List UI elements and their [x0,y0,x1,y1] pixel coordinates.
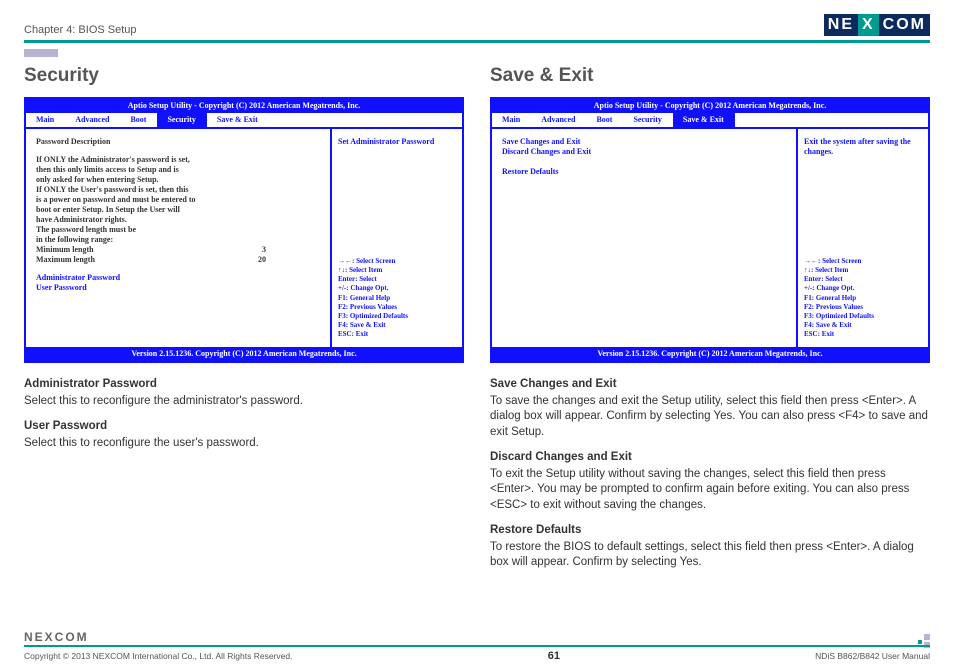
page-number: 61 [548,650,560,662]
desc-heading: Discard Changes and Exit [490,450,930,466]
section-title-save-exit: Save & Exit [490,65,930,87]
bios-window-save-exit: Aptio Setup Utility - Copyright (C) 2012… [490,97,930,363]
pd-line: only asked for when entering Setup. [36,175,320,185]
brand-logo: NEXCOM [824,14,930,36]
footer-copyright: Copyright © 2013 NEXCOM International Co… [24,651,292,661]
accent-bar [24,49,58,57]
desc-text: To restore the BIOS to default settings,… [490,540,930,571]
bios-footer: Version 2.15.1236. Copyright (C) 2012 Am… [26,347,462,361]
footer-manual: NDiS B862/B842 User Manual [815,651,930,661]
bios-help-pane: Exit the system after saving the changes… [798,129,928,347]
bios-key-hints: →←: Select Screen ↑↓: Select Item Enter:… [338,257,456,339]
desc-heading: Save Changes and Exit [490,377,930,393]
desc-heading: Administrator Password [24,377,464,393]
bios-main-pane: Save Changes and Exit Discard Changes an… [492,129,798,347]
pd-line: If ONLY the Administrator's password is … [36,155,320,165]
bios-tab-security[interactable]: Security [157,113,206,127]
bios-item-user-pw[interactable]: User Password [36,283,320,293]
desc-text: To save the changes and exit the Setup u… [490,394,930,441]
bios-help-text: Exit the system after saving the changes… [804,137,922,157]
bios-item-save-exit[interactable]: Save Changes and Exit [502,137,786,147]
bios-header: Aptio Setup Utility - Copyright (C) 2012… [26,99,462,113]
desc-heading: Restore Defaults [490,523,930,539]
pd-line: boot or enter Setup. In Setup the User w… [36,205,320,215]
max-len-val: 20 [258,255,266,265]
bios-tab-save-exit[interactable]: Save & Exit [207,113,269,127]
page-footer: Copyright © 2013 NEXCOM International Co… [24,645,930,662]
page-header: Chapter 4: BIOS Setup NEXCOM [24,14,930,43]
bios-tab-security[interactable]: Security [623,113,672,127]
bios-tab-boot[interactable]: Boot [586,113,623,127]
desc-heading: User Password [24,419,464,435]
security-column: Security Aptio Setup Utility - Copyright… [24,65,464,571]
bios-main-pane: Password Description If ONLY the Adminis… [26,129,332,347]
bios-tab-main[interactable]: Main [492,113,531,127]
bios-tab-main[interactable]: Main [26,113,65,127]
desc-text: Select this to reconfigure the administr… [24,394,464,410]
pd-line: have Administrator rights. [36,215,320,225]
desc-text: To exit the Setup utility without saving… [490,467,930,514]
bios-item-restore-defaults[interactable]: Restore Defaults [502,167,786,177]
max-len-label: Maximum length [36,255,95,265]
pd-line: in the following range: [36,235,320,245]
bios-header: Aptio Setup Utility - Copyright (C) 2012… [492,99,928,113]
section-title-security: Security [24,65,464,87]
password-desc-heading: Password Description [36,137,320,147]
pd-line: If ONLY the User's password is set, then… [36,185,320,195]
desc-text: Select this to reconfigure the user's pa… [24,436,464,452]
min-len-val: 3 [262,245,266,255]
bios-key-hints: →←: Select Screen ↑↓: Select Item Enter:… [804,257,922,339]
pd-line: is a power on password and must be enter… [36,195,320,205]
bios-footer: Version 2.15.1236. Copyright (C) 2012 Am… [492,347,928,361]
bios-item-admin-pw[interactable]: Administrator Password [36,273,320,283]
bios-tab-advanced[interactable]: Advanced [531,113,586,127]
bios-tabs: Main Advanced Boot Security Save & Exit [492,113,928,129]
bios-help-pane: Set Administrator Password →←: Select Sc… [332,129,462,347]
bios-item-discard-exit[interactable]: Discard Changes and Exit [502,147,786,157]
bios-tabs: Main Advanced Boot Security Save & Exit [26,113,462,129]
min-len-label: Minimum length [36,245,94,255]
bios-window-security: Aptio Setup Utility - Copyright (C) 2012… [24,97,464,363]
bios-tab-save-exit[interactable]: Save & Exit [673,113,735,127]
footer-logo: NEXCOM [24,630,89,644]
save-exit-column: Save & Exit Aptio Setup Utility - Copyri… [490,65,930,571]
bios-tab-boot[interactable]: Boot [120,113,157,127]
bios-tab-advanced[interactable]: Advanced [65,113,120,127]
save-exit-descriptions: Save Changes and Exit To save the change… [490,377,930,571]
chapter-title: Chapter 4: BIOS Setup [24,24,137,36]
pd-line: then this only limits access to Setup an… [36,165,320,175]
bios-help-text: Set Administrator Password [338,137,456,147]
security-descriptions: Administrator Password Select this to re… [24,377,464,451]
pd-line: The password length must be [36,225,320,235]
